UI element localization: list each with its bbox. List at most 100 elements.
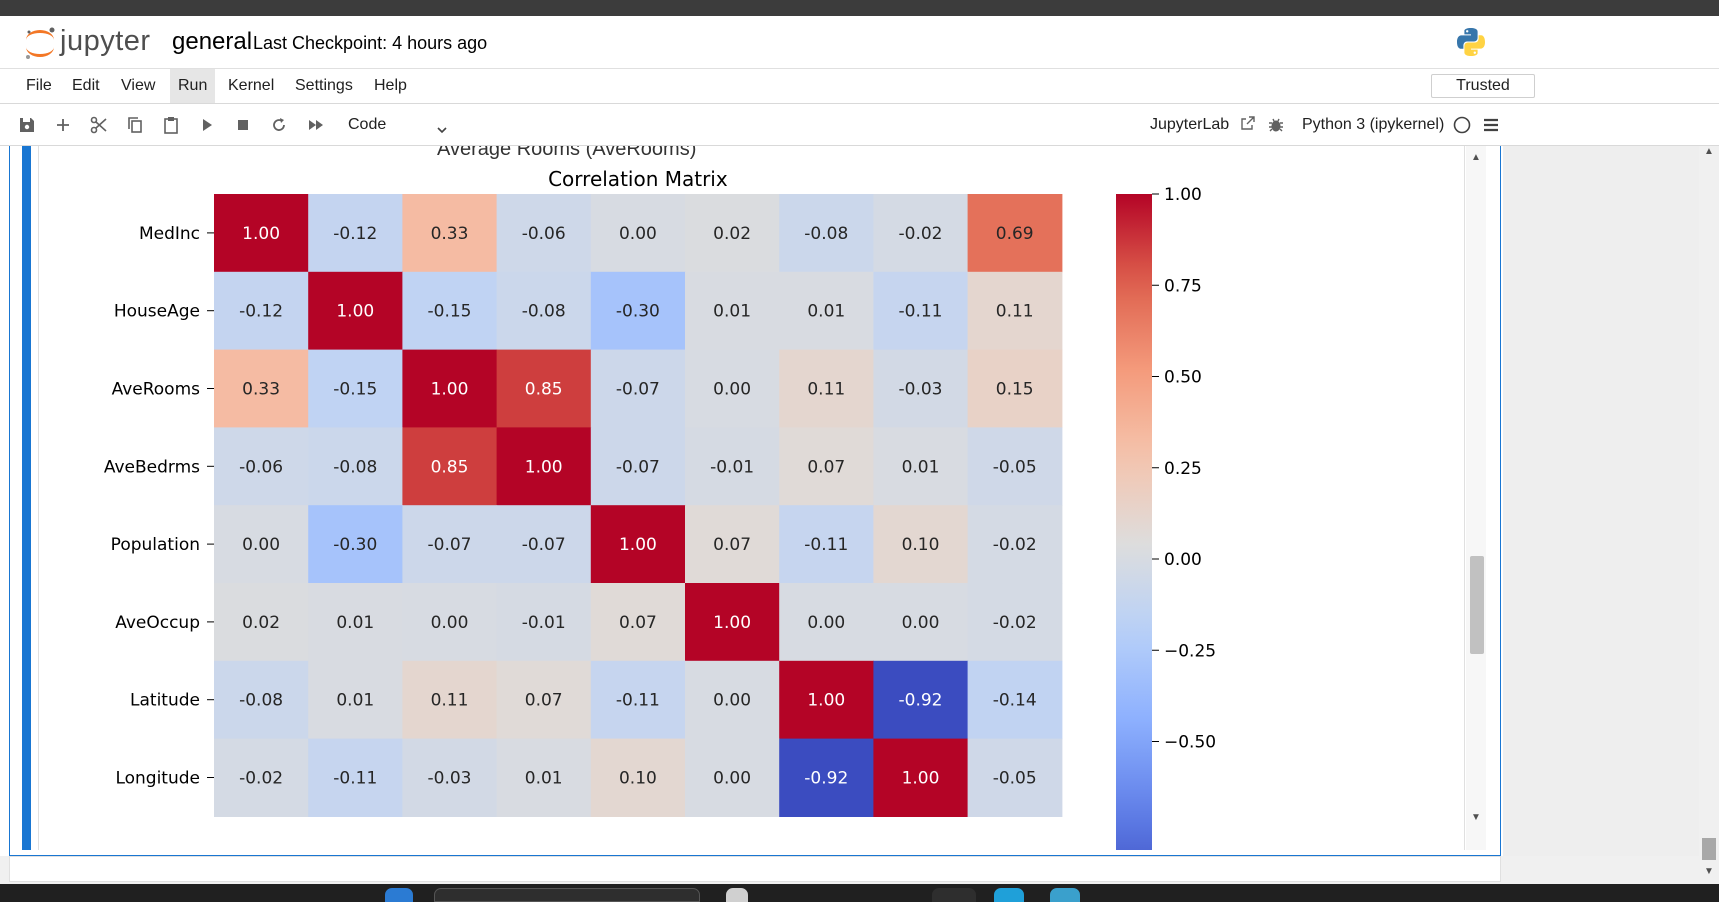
heatmap-cell	[967, 194, 1063, 273]
heatmap-cell-label: 0.11	[996, 302, 1034, 322]
heatmap-cell-label: 0.69	[996, 224, 1034, 244]
heatmap-cell-label: -0.03	[899, 380, 943, 400]
heatmap-cell-label: 0.02	[713, 224, 751, 244]
heatmap-cell	[590, 194, 686, 273]
taskbar-app-icon[interactable]	[726, 888, 748, 902]
heatmap-cell-label: -0.07	[616, 380, 660, 400]
output-scrollbar[interactable]: ▲ ▼	[1466, 146, 1486, 850]
heatmap-cell	[214, 583, 309, 662]
heatmap-cell-label: -0.02	[899, 224, 943, 244]
heatmap-cell-label: -0.15	[428, 302, 472, 322]
heatmap-cell	[873, 194, 969, 273]
add-cell-icon[interactable]	[53, 115, 73, 135]
cut-icon[interactable]	[89, 115, 109, 135]
heatmap-cell	[779, 271, 874, 351]
heatmap-cell	[496, 194, 592, 273]
paste-icon[interactable]	[161, 115, 181, 135]
colorbar-tick-label: −0.50	[1164, 733, 1216, 753]
jupyter-logo-text: jupyter	[60, 25, 151, 57]
menu-run[interactable]: Run	[170, 69, 216, 103]
row-tick-label: AveOccup	[115, 613, 200, 633]
heatmap-cell	[779, 660, 874, 740]
heatmap-cell	[873, 738, 969, 817]
heatmap-cell-label: -0.02	[239, 769, 283, 789]
heatmap-cell-label: -0.92	[899, 691, 943, 711]
taskbar-app-icon[interactable]	[994, 888, 1024, 902]
page-scroll-down-icon[interactable]: ▼	[1704, 866, 1714, 877]
page-scroll-thumb[interactable]	[1702, 838, 1716, 860]
heatmap-cell-label: 0.01	[336, 613, 374, 633]
page-scrollbar[interactable]: ▲ ▼	[1699, 146, 1719, 880]
cell-type-select[interactable]: Code	[340, 112, 450, 138]
heatmap-cell	[685, 349, 780, 428]
run-icon[interactable]	[197, 115, 217, 135]
menu-edit[interactable]: Edit	[72, 77, 100, 94]
colorbar-tick-label: 1.00	[1164, 185, 1202, 205]
row-tick-label: AveBedrms	[104, 457, 200, 477]
heatmap-cell	[779, 427, 874, 506]
heatmap-cell	[779, 583, 874, 662]
notebook-name[interactable]: general	[172, 28, 253, 55]
heatmap-cell-label: 0.01	[902, 457, 940, 477]
previous-plot-label: Average Rooms (AveRooms)	[437, 146, 697, 160]
scroll-down-arrow-icon[interactable]: ▼	[1471, 812, 1481, 823]
heatmap-cell-label: 0.07	[713, 535, 751, 555]
heatmap-cell-label: 0.00	[242, 535, 280, 555]
cell-output: Average Rooms (AveRooms) Correlation Mat…	[38, 146, 1465, 850]
heatmap-cell	[402, 271, 498, 351]
restart-icon[interactable]	[269, 115, 289, 135]
menu-settings[interactable]: Settings	[295, 77, 353, 94]
trusted-indicator[interactable]: Trusted	[1431, 74, 1535, 98]
taskbar-app-icon[interactable]	[932, 888, 976, 902]
heatmap-cell-label: 0.33	[431, 224, 469, 244]
heatmap-cell	[590, 660, 686, 740]
scroll-up-arrow-icon[interactable]: ▲	[1471, 152, 1481, 163]
copy-icon[interactable]	[125, 115, 145, 135]
heatmap-cell-label: -0.92	[804, 769, 848, 789]
menu-help[interactable]: Help	[374, 77, 407, 94]
heatmap-cell	[308, 349, 403, 428]
external-link-icon	[1240, 115, 1256, 138]
chart-title: Correlation Matrix	[548, 167, 728, 191]
heatmap-cell-label: 1.00	[431, 380, 469, 400]
heatmap-cell	[308, 583, 403, 662]
heatmap-cell-label: 0.07	[619, 613, 657, 633]
heatmap-cell-label: -0.12	[333, 224, 377, 244]
menu-kernel[interactable]: Kernel	[228, 77, 275, 94]
heatmap-cell	[214, 271, 309, 351]
heatmap-cell-label: -0.30	[616, 302, 660, 322]
taskbar-app-icon[interactable]	[1050, 888, 1080, 902]
heatmap-cell	[308, 738, 403, 817]
heatmap-cell-label: -0.02	[993, 613, 1037, 633]
menu-file[interactable]: File	[26, 77, 52, 94]
menu-bar: File Edit View Run Kernel Settings Help …	[0, 68, 1719, 104]
heatmap-cell-label: -0.08	[333, 457, 377, 477]
open-jupyterlab-link[interactable]: JupyterLab	[1150, 114, 1256, 138]
heatmap-cell	[402, 660, 498, 740]
heatmap-cell	[685, 505, 780, 584]
save-icon[interactable]	[17, 115, 37, 135]
jupyter-logo-icon[interactable]	[22, 26, 58, 60]
page-scroll-up-icon[interactable]: ▲	[1704, 146, 1714, 157]
taskbar-start-icon[interactable]	[385, 888, 413, 902]
heatmap-cell-label: 0.00	[807, 613, 845, 633]
hamburger-menu-icon[interactable]	[1481, 115, 1501, 135]
heatmap-cell	[590, 349, 686, 428]
debugger-bug-icon[interactable]	[1266, 115, 1286, 135]
heatmap-cell	[214, 660, 309, 740]
taskbar-search-box[interactable]	[434, 888, 700, 902]
menu-view[interactable]: View	[121, 77, 156, 94]
heatmap-cell	[496, 660, 592, 740]
next-cell[interactable]	[9, 856, 1501, 882]
kernel-name[interactable]: Python 3 (ipykernel)	[1302, 116, 1445, 133]
heatmap-cell	[685, 427, 780, 506]
row-tick-label: Latitude	[130, 691, 200, 711]
heatmap-cell	[590, 583, 686, 662]
heatmap-cell-label: -0.08	[239, 691, 283, 711]
output-scroll-thumb[interactable]	[1470, 556, 1484, 654]
correlation-heatmap: Correlation Matrix 1.00 -0.12 0.33 -0.06 0.00…	[104, 167, 1216, 850]
fast-forward-icon[interactable]	[306, 115, 326, 135]
stop-icon[interactable]	[233, 115, 253, 135]
heatmap-cell	[308, 271, 403, 351]
active-cell-collapser[interactable]	[22, 146, 31, 850]
